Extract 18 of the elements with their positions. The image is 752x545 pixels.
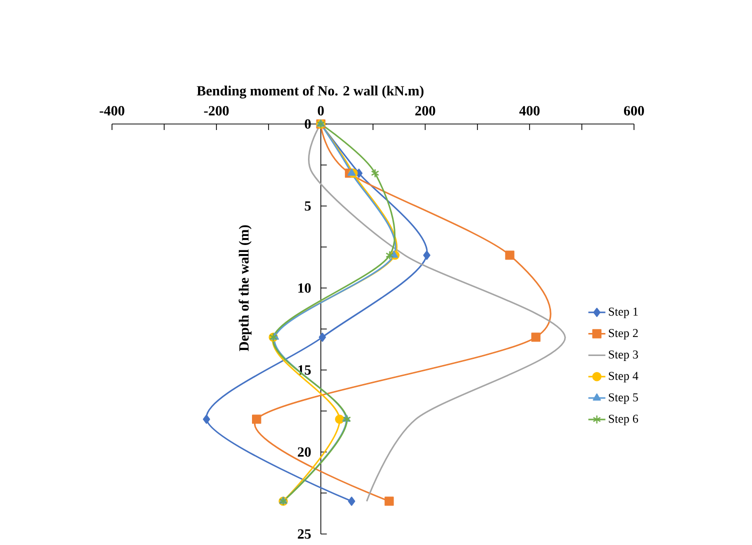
y-tick-label: 20: [298, 447, 311, 457]
x-tick-label: 0: [318, 106, 324, 116]
x-tick-label: 600: [624, 106, 644, 116]
y-axis-title: Depth of the wall (m): [238, 225, 252, 352]
legend-label: Step 2: [608, 329, 638, 340]
legend-label: Step 6: [608, 414, 638, 426]
y-tick-label: 25: [298, 529, 311, 539]
legend-label: Step 1: [608, 308, 638, 318]
legend-label: Step 4: [608, 372, 638, 382]
x-tick-label: -200: [204, 106, 229, 116]
legend-label: Step 3: [608, 350, 638, 361]
y-tick-label: 10: [298, 283, 311, 293]
legend-label: Step 5: [608, 393, 638, 404]
x-tick-label: 200: [415, 106, 436, 116]
x-tick-label: -400: [100, 106, 124, 116]
x-axis-title: Bending moment of No. 2 wall (kN.m): [196, 86, 424, 98]
x-tick-label: 400: [519, 106, 540, 116]
y-tick-label: 5: [304, 201, 311, 211]
